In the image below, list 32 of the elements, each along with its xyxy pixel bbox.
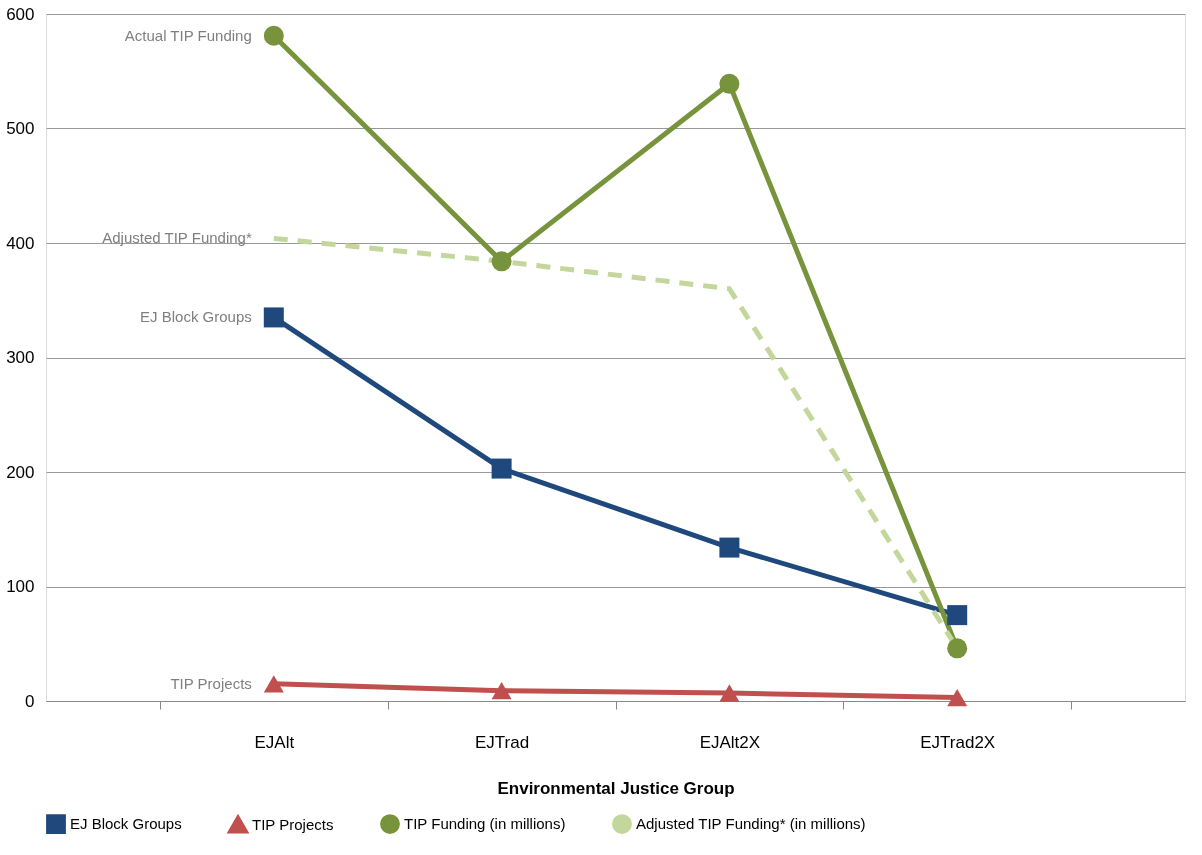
legend-label: TIP Projects: [252, 815, 334, 833]
point: [719, 684, 740, 702]
annotation: Actual TIP Funding: [124, 26, 252, 44]
annotation: Adjusted TIP Funding*: [102, 229, 252, 247]
x-tick-label: EJAlt: [254, 732, 295, 752]
x-tick-label: EJTrad2X: [920, 732, 996, 752]
point: [491, 682, 512, 700]
point: [491, 458, 512, 479]
y-tick-label: 400: [6, 233, 35, 253]
annotation: TIP Projects: [170, 674, 252, 692]
y-tick-label: 0: [25, 691, 35, 711]
point: [263, 675, 284, 693]
annotation: EJ Block Groups: [140, 308, 252, 326]
y-tick-label: 300: [6, 348, 35, 367]
y-tick-label: 200: [6, 462, 35, 482]
point: [719, 537, 740, 558]
y-tick-label: 500: [6, 119, 35, 138]
x-tick-label: EJAlt2X: [699, 732, 761, 752]
legend-label: TIP Funding (in millions): [404, 815, 566, 833]
y-tick-label: 600: [6, 4, 35, 24]
point: [263, 25, 284, 46]
point: [947, 638, 968, 659]
point: [947, 605, 968, 626]
y-tick-label: 100: [6, 577, 35, 596]
legend-label: Adjusted TIP Funding* (in millions): [636, 815, 866, 833]
legend-label: EJ Block Groups: [70, 815, 182, 833]
point: [491, 251, 512, 272]
point: [947, 688, 968, 707]
point: [263, 307, 284, 328]
x-tick-label: EJTrad: [475, 732, 530, 752]
x-axis-title: Environmental Justice Group: [497, 778, 735, 798]
point: [719, 73, 740, 94]
